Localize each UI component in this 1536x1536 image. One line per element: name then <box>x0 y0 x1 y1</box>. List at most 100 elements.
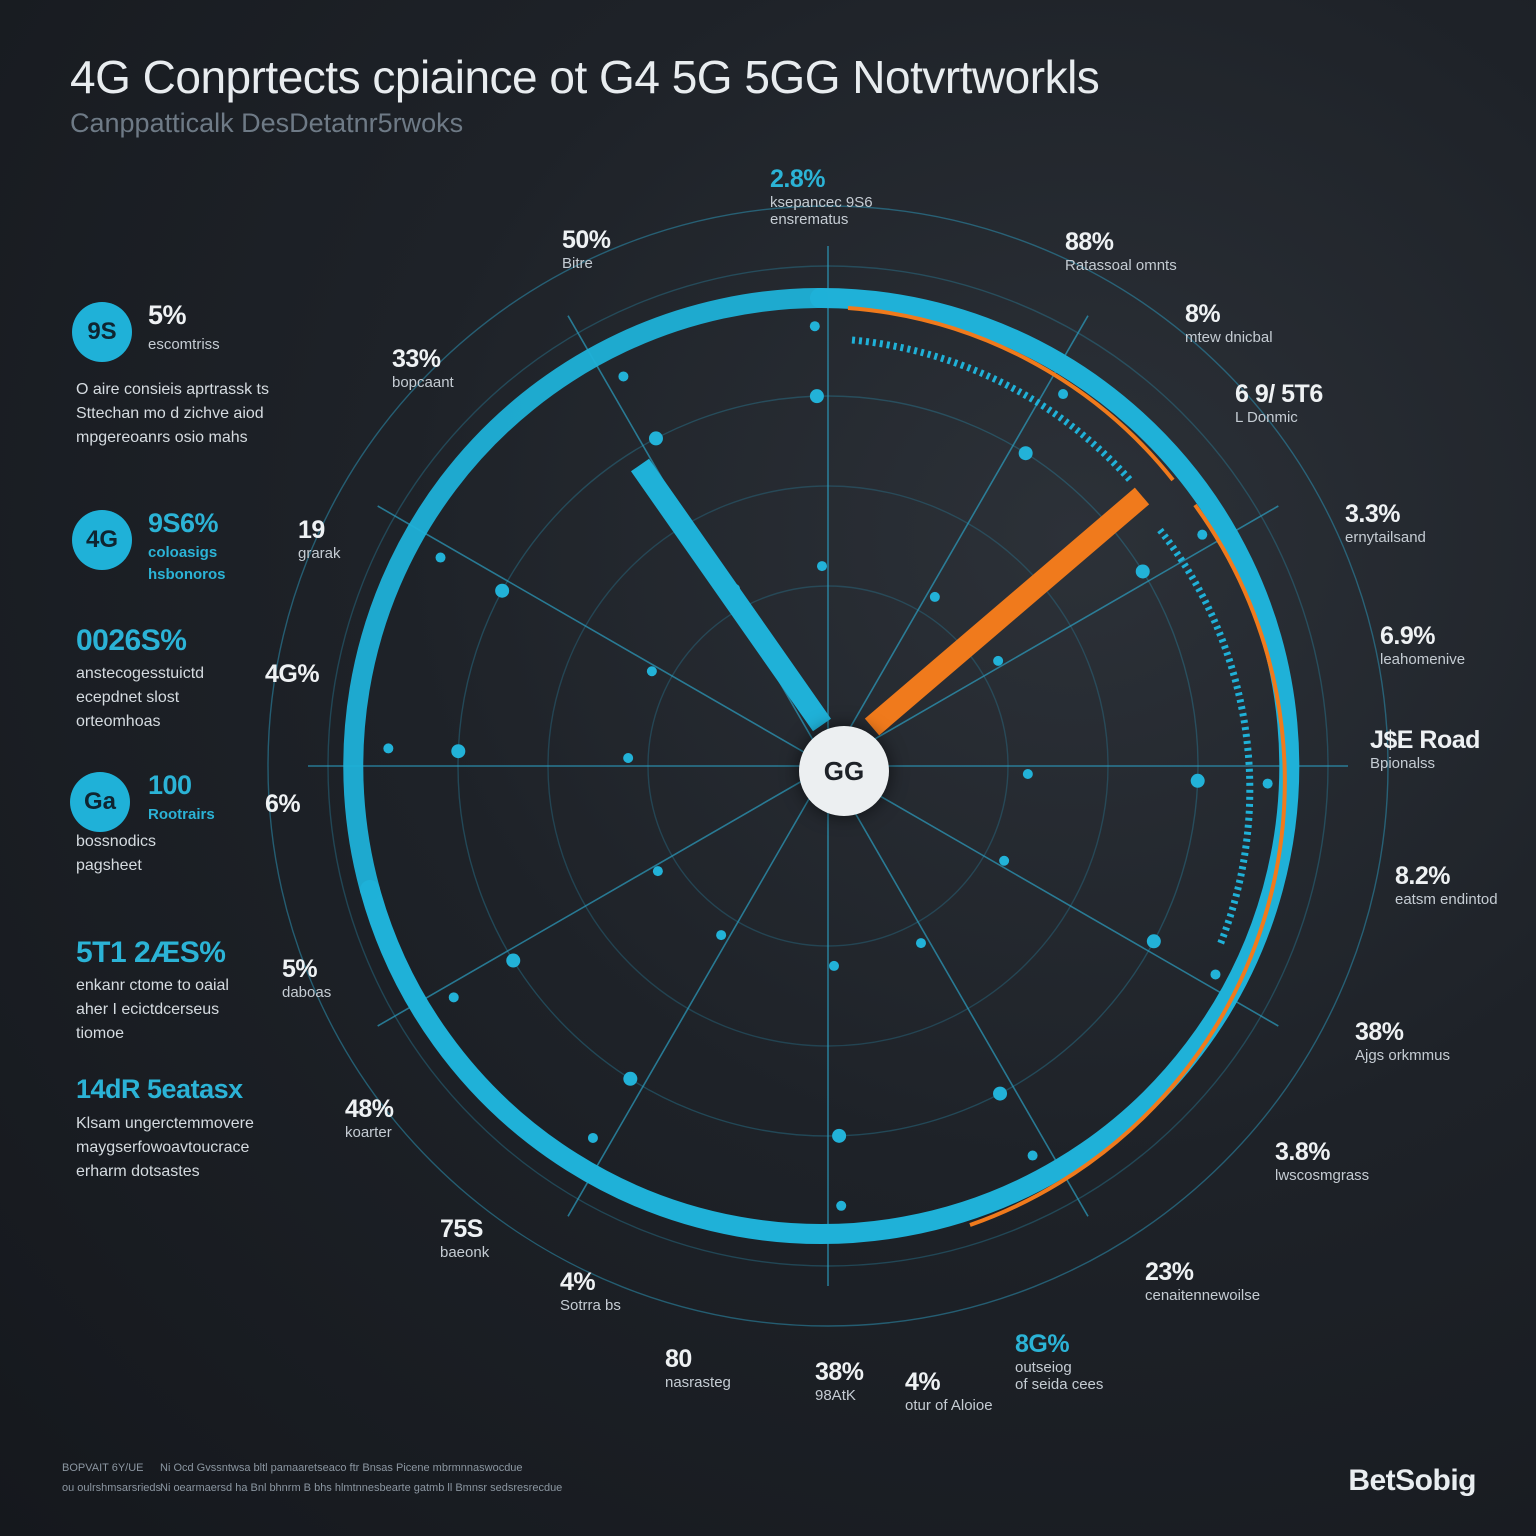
footer-note-2: Ni oearmaersd ha Bnl bhnrm B bhs hlmtnne… <box>160 1482 563 1494</box>
ring-label-text: Ajgs orkmmus <box>1355 1047 1451 1064</box>
ring-label: 48% koarter <box>345 1095 394 1141</box>
description-line: O aire consieis aprtrassk ts <box>76 381 269 398</box>
description-line: anstecogesstuictd <box>76 665 205 682</box>
ring-label-text: Bitre <box>562 255 593 272</box>
network-hub: GG <box>799 726 889 816</box>
ring-label: 6.9% leahomenive <box>1380 622 1465 668</box>
dial-node <box>817 561 828 572</box>
dial-node <box>716 930 727 941</box>
left-panel-description: O aire consieis aprtrassk ts Sttechan mo … <box>76 378 269 450</box>
dial-node <box>618 371 629 382</box>
dial-spokes <box>308 246 1348 1286</box>
description-line: Klsam ungerctemmovere <box>76 1115 254 1132</box>
description-line: bossnodics <box>76 833 157 850</box>
left-panel-description: enkanr ctome to oaial aher I ecictdcerseu… <box>76 974 229 1046</box>
dial-spoke <box>827 765 1089 1217</box>
description-line: enkanr ctome to oaial <box>76 977 229 994</box>
ring-label-value: 23% <box>1145 1258 1194 1286</box>
ring-label: 4% Sotrra bs <box>560 1268 621 1314</box>
dial-node <box>1146 934 1161 949</box>
ring-label: 33% bopcaant <box>392 345 454 391</box>
ring-label-text: outseiog <box>1015 1359 1072 1376</box>
ring-label-text: of seida cees <box>1015 1376 1104 1393</box>
ring-label: 3.3% ernytailsand <box>1345 500 1426 546</box>
ring-label-value: 5% <box>282 955 318 983</box>
ring-label-value: 80 <box>665 1345 692 1373</box>
dial-node <box>809 389 824 404</box>
dial-node <box>1197 529 1208 540</box>
cyan-dashed-arc <box>851 336 1133 483</box>
ring-label-text: Sotrra bs <box>560 1297 621 1314</box>
ring-label: 4G% <box>265 660 320 689</box>
left-panel-label: coloasigs <box>148 544 218 561</box>
ring-label-text: ernytailsand <box>1345 529 1426 546</box>
ring-label-text: koarter <box>345 1124 392 1141</box>
footer-left-sub: ou oulrshmsarsrieds <box>62 1482 162 1494</box>
dial-node <box>1018 446 1033 461</box>
network-badge-icon: 4G <box>72 510 132 570</box>
ring-label-text: baeonk <box>440 1244 490 1261</box>
ring-label-text: ksepancec 9S6 <box>770 194 873 211</box>
dial-node <box>495 583 510 598</box>
ring-label: 80 nasrasteg <box>665 1345 731 1391</box>
dial-node <box>1027 1150 1038 1161</box>
left-panel-label: Rootrairs <box>148 806 215 823</box>
left-panel-value: 100 <box>148 770 192 800</box>
ring-label-text: 98AtK <box>815 1387 856 1404</box>
description-line: tiomoe <box>76 1025 125 1042</box>
left-panel-description: Klsam ungerctemmovere maygserfowoavtoucra… <box>76 1112 254 1184</box>
cyan-coverage-arc <box>360 287 1300 1244</box>
left-panel-value: 14dR 5eatasx <box>76 1074 243 1104</box>
dial-spoke <box>827 765 1279 1027</box>
ring-label-value: 4% <box>560 1268 596 1296</box>
dial-node <box>993 655 1004 666</box>
dial-node <box>1262 778 1273 789</box>
ring-label: 2.8% ksepancec 9S6 ensrematus <box>770 165 873 228</box>
dial-node <box>929 591 940 602</box>
dial-node <box>646 666 657 677</box>
ring-label-text: eatsm endintod <box>1395 891 1498 908</box>
page-title: 4G Conprtects cpiaince ot G4 5G 5GG Notv… <box>70 51 1100 103</box>
left-panel-description: bossnodics pagsheet <box>76 830 156 878</box>
dial-node <box>999 855 1010 866</box>
ring-label-text: Ratassoal omnts <box>1065 257 1177 274</box>
dial-node <box>1210 969 1221 980</box>
ring-label-value: 8.2% <box>1395 862 1450 890</box>
dial-node <box>1135 564 1150 579</box>
dial-node <box>915 938 926 949</box>
left-panel-value: 9S6% <box>148 508 219 538</box>
dial-node <box>652 866 663 877</box>
dial-node <box>451 744 466 759</box>
ring-label-text: lwscosmgrass <box>1275 1167 1370 1184</box>
ring-label: 8.2% eatsm endintod <box>1395 862 1498 908</box>
ring-label-text: leahomenive <box>1380 651 1466 668</box>
ring-label-text: Bpionalss <box>1370 755 1436 772</box>
dial-spoke <box>377 505 829 767</box>
network-badge-icon: 9S <box>72 302 132 362</box>
ring-label-text: L Donmic <box>1235 409 1298 426</box>
dial-node <box>1022 768 1033 779</box>
dial-spoke <box>567 765 829 1217</box>
ring-label-value: 33% <box>392 345 441 373</box>
description-line: erharm dotsastes <box>76 1163 200 1180</box>
page-subtitle: Canppatticalk DesDetatnr5rwoks <box>70 108 464 138</box>
ring-label: 3.8% lwscosmgrass <box>1275 1138 1369 1184</box>
ring-label-value: 8% <box>1185 300 1221 328</box>
ring-label-value: 38% <box>1355 1018 1404 1046</box>
dial-node <box>435 552 446 563</box>
ring-label: 5% daboas <box>282 955 331 1001</box>
description-line: ecepdnet slost <box>76 689 180 706</box>
left-panel-label: hsbonoros <box>148 566 226 583</box>
ring-label-text: daboas <box>282 984 332 1001</box>
description-line: maygserfowoavtoucrace <box>76 1139 250 1156</box>
outer-orbit-ring <box>267 205 1389 1327</box>
network-badge-icon: Ga <box>70 772 130 832</box>
description-line: pagsheet <box>76 857 142 874</box>
dial-node <box>1058 389 1069 400</box>
ring-label-value: J$E Road <box>1370 726 1480 754</box>
ring-label: J$E Road Bpionalss <box>1370 726 1480 772</box>
brand-logo: BetSobig <box>1348 1464 1476 1497</box>
cyan-dashed-arc-right <box>1157 527 1254 947</box>
dial-node <box>828 960 839 971</box>
